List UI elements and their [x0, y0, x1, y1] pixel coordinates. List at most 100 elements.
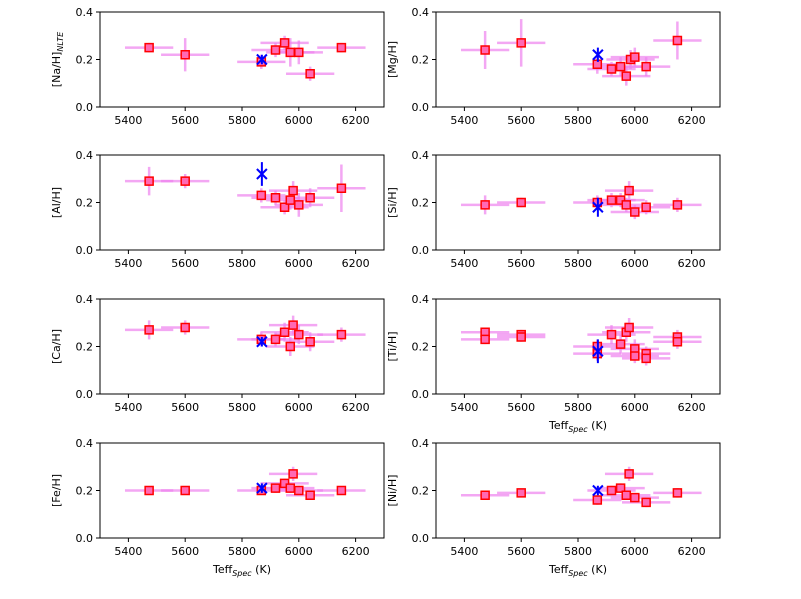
data-point: [144, 176, 154, 186]
y-tick-label: 0.0: [76, 532, 94, 545]
y-tick-label: 0.4: [412, 293, 430, 306]
y-tick-label: 0.0: [412, 244, 430, 257]
x-axis-label: TeffSpec (K): [548, 563, 607, 578]
data-point: [606, 329, 617, 340]
data-point: [305, 337, 315, 347]
y-axis-label: [Fe/H]: [50, 474, 63, 507]
sun-marker: [256, 168, 268, 180]
y-tick-label: 0.4: [76, 6, 94, 19]
x-tick-label: 5400: [114, 401, 142, 414]
x-axis-label: TeffSpec (K): [548, 419, 607, 434]
x-tick-label: 6000: [621, 257, 649, 270]
sun-marker: [592, 49, 604, 61]
y-tick-label: 0.0: [412, 532, 430, 545]
data-point: [279, 38, 290, 48]
x-axis-label: TeffSpec (K): [212, 563, 271, 578]
y-axis-label: [Al/H]: [50, 187, 63, 218]
data-point: [641, 353, 651, 364]
data-point: [672, 488, 683, 498]
x-tick-label: 6200: [678, 401, 706, 414]
x-tick-label: 6000: [285, 545, 313, 558]
x-tick-label: 5800: [564, 114, 592, 127]
data-point: [621, 71, 632, 81]
x-tick-label: 6200: [342, 545, 370, 558]
data-point: [180, 485, 190, 496]
data-point: [285, 341, 296, 352]
x-tick-label: 6200: [342, 114, 370, 127]
data-point: [516, 38, 526, 48]
data-point: [606, 64, 617, 74]
data-point: [672, 200, 683, 210]
y-tick-label: 0.4: [412, 437, 430, 450]
data-point: [480, 45, 490, 55]
x-tick-label: 5600: [171, 545, 199, 558]
x-tick-label: 5400: [450, 257, 478, 270]
x-tick-label: 5800: [228, 545, 256, 558]
data-point: [294, 485, 304, 496]
x-tick-label: 5400: [114, 545, 142, 558]
y-tick-label: 0.2: [412, 54, 430, 67]
sun-marker: [592, 201, 604, 213]
y-axis-label-subscript: NLTE: [56, 31, 65, 52]
x-axis-label-subscript: Spec: [568, 569, 588, 578]
data-point: [294, 329, 304, 340]
x-tick-label: 6200: [678, 114, 706, 127]
x-tick-label: 5800: [564, 401, 592, 414]
x-axis-label-subscript: Spec: [568, 425, 588, 434]
data-point: [270, 45, 281, 55]
data-point: [285, 47, 296, 58]
data-point: [621, 200, 632, 210]
y-tick-label: 0.0: [412, 388, 430, 401]
data-point: [621, 490, 632, 500]
y-tick-label: 0.2: [412, 341, 430, 354]
data-point: [305, 490, 315, 500]
panel-tih: 5400 5600 5800 6000 6200 0.0 0.2 0.4 [Ti/H] TeffS…: [386, 293, 721, 434]
data-point: [630, 492, 640, 503]
y-tick-label: 0.2: [76, 54, 94, 67]
y-tick-label: 0.0: [412, 101, 430, 114]
y-axis-label: [Ni/H]: [386, 475, 399, 507]
x-tick-label: 5400: [114, 114, 142, 127]
data-point: [279, 202, 290, 212]
sun-marker: [256, 53, 268, 66]
data-point: [180, 322, 190, 333]
y-tick-label: 0.4: [76, 149, 94, 162]
y-tick-label: 0.2: [76, 341, 94, 354]
x-tick-label: 5600: [171, 257, 199, 270]
sun-marker: [256, 482, 268, 494]
x-tick-label: 5600: [507, 114, 535, 127]
data-point: [288, 320, 298, 330]
data-point: [279, 327, 290, 337]
x-tick-label: 6200: [342, 257, 370, 270]
data-point: [294, 47, 304, 58]
data-point: [305, 69, 315, 79]
x-tick-label: 6000: [621, 114, 649, 127]
data-point: [336, 485, 347, 496]
x-tick-label: 6000: [285, 114, 313, 127]
x-tick-label: 5400: [450, 401, 478, 414]
data-point: [630, 52, 640, 62]
x-tick-label: 6000: [621, 401, 649, 414]
y-tick-label: 0.2: [412, 197, 430, 210]
y-tick-label: 0.2: [76, 197, 94, 210]
y-tick-label: 0.0: [76, 388, 94, 401]
data-point: [615, 61, 626, 72]
data-point: [606, 195, 617, 205]
data-point: [270, 483, 281, 493]
data-point: [592, 495, 603, 505]
x-tick-label: 5800: [228, 401, 256, 414]
data-point: [336, 329, 347, 340]
y-tick-label: 0.4: [412, 6, 430, 19]
y-axis-label: [Ti/H]: [386, 332, 399, 362]
data-point: [615, 483, 626, 493]
data-point: [256, 190, 267, 201]
data-point: [270, 193, 281, 203]
data-point: [480, 200, 490, 210]
panel-feh: 5400 5600 5800 6000 6200 0.0 0.2 0.4 [Fe/H] TeffS…: [50, 437, 385, 578]
data-point: [606, 485, 617, 496]
x-tick-label: 6000: [285, 401, 313, 414]
data-point: [288, 469, 298, 479]
x-axis-label-unit: (K): [588, 563, 607, 576]
